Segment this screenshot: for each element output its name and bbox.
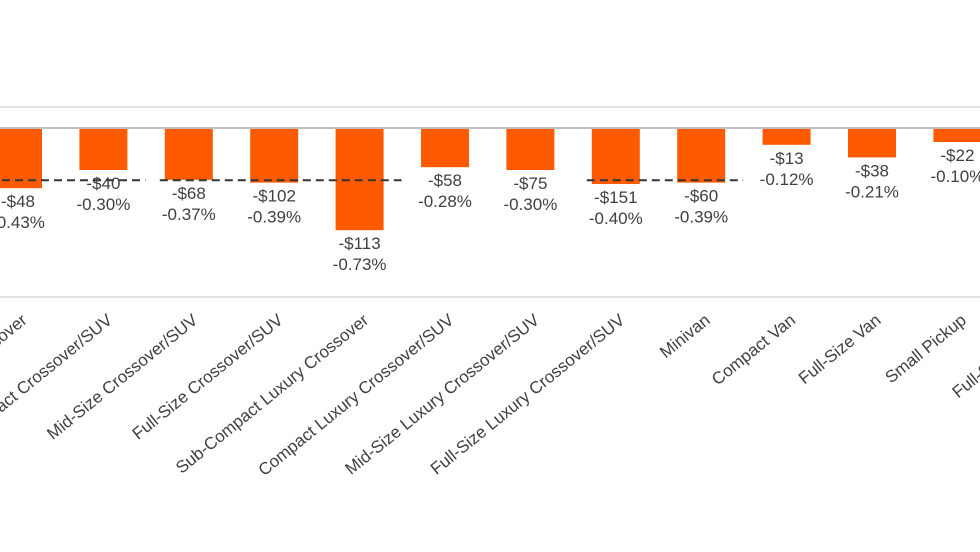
bar xyxy=(591,128,640,184)
category-label: Mid-Size Crossover/SUV xyxy=(43,310,202,443)
data-label-percent: -0.10% xyxy=(930,167,980,186)
data-label-percent: -0.30% xyxy=(503,195,557,214)
data-label-percent: -0.39% xyxy=(674,208,728,227)
data-label-percent: -0.28% xyxy=(418,192,472,211)
bar xyxy=(506,128,555,170)
category-label: Full-Size Van xyxy=(795,310,885,388)
data-label-dollar: -$151 xyxy=(594,188,637,207)
data-label-dollar: -$102 xyxy=(252,187,295,206)
data-label-dollar: -$60 xyxy=(684,187,718,206)
data-label-percent: -0.21% xyxy=(845,182,899,201)
bar xyxy=(0,128,42,189)
data-label-dollar: -$113 xyxy=(338,234,380,253)
data-label-percent: -0.30% xyxy=(76,195,130,214)
bar xyxy=(250,128,299,183)
data-label-percent: -0.40% xyxy=(589,209,643,228)
data-label-percent: -0.43% xyxy=(0,213,45,232)
bar xyxy=(677,128,726,183)
category-label: Minivan xyxy=(656,310,713,362)
data-label-dollar: -$58 xyxy=(428,171,462,190)
data-label-dollar: -$75 xyxy=(513,174,547,193)
data-label-dollar: -$48 xyxy=(1,192,35,211)
data-label-dollar: -$40 xyxy=(86,174,120,193)
bar xyxy=(421,128,469,168)
data-label-dollar: -$22 xyxy=(940,146,974,165)
category-label: Full-Size Crossover/SUV xyxy=(129,310,288,443)
data-label-percent: -0.73% xyxy=(333,255,387,274)
data-label-dollar: -$38 xyxy=(855,161,889,180)
bar xyxy=(79,128,128,170)
data-label-dollar: -$68 xyxy=(172,184,206,203)
bar xyxy=(164,128,213,180)
data-label-percent: -0.37% xyxy=(162,205,216,224)
bar xyxy=(933,128,980,142)
category-label: Compact Van xyxy=(708,310,799,389)
bar xyxy=(335,128,384,231)
category-label: Small Pickup xyxy=(882,310,970,387)
bar xyxy=(762,128,811,145)
bar xyxy=(848,128,896,158)
data-label-percent: -0.12% xyxy=(760,170,814,189)
data-label-percent: -0.39% xyxy=(247,208,301,227)
data-label-dollar: -$13 xyxy=(770,149,804,168)
